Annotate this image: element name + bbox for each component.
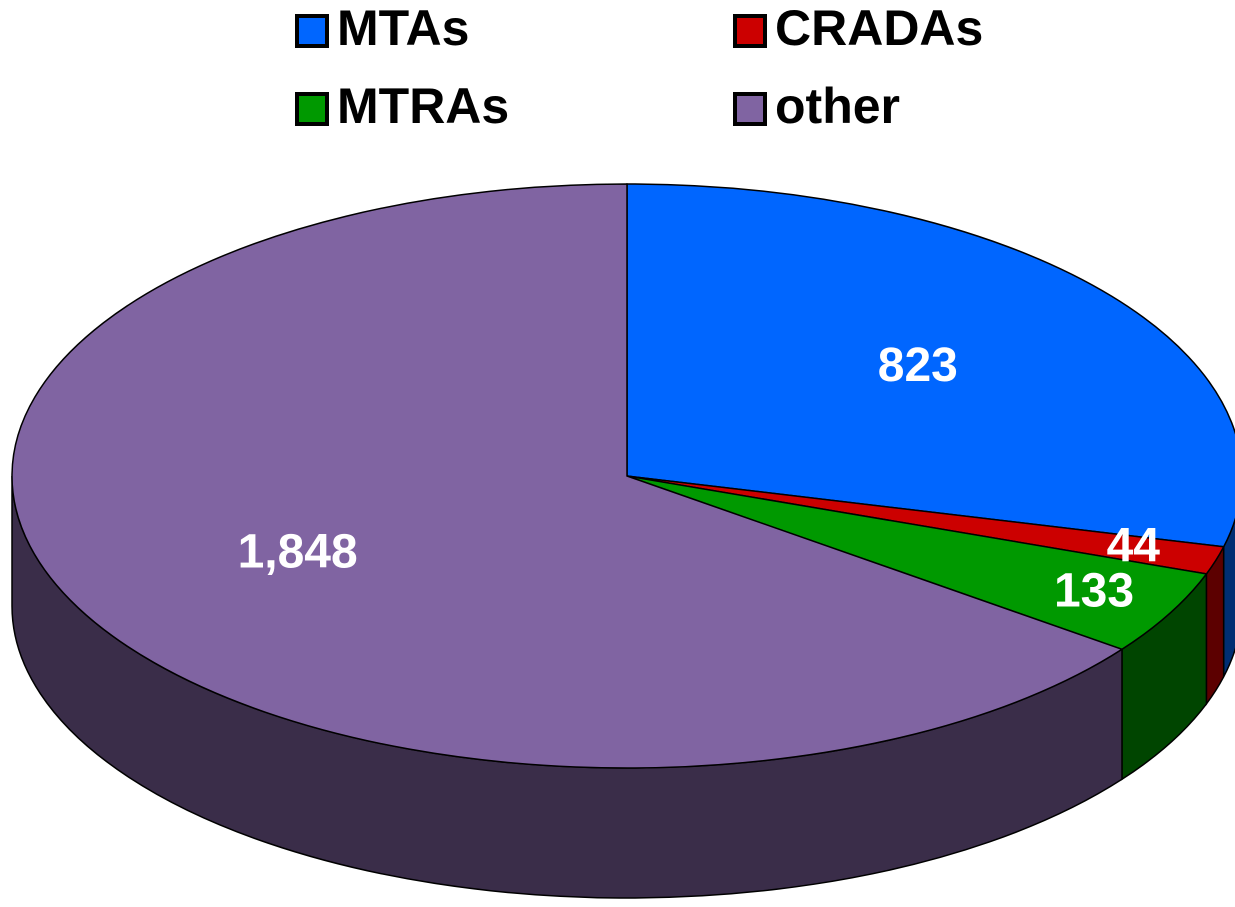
legend-swatch [295, 92, 329, 126]
legend-swatch [295, 14, 329, 48]
legend-label: MTAs [337, 0, 469, 56]
pie-slice [626, 475, 1208, 651]
data-label: 823 [878, 339, 958, 392]
pie-slice [11, 183, 1124, 769]
legend-label: other [775, 78, 900, 134]
data-label: 133 [1054, 565, 1134, 618]
legend-label: CRADAs [775, 0, 983, 56]
legend-label: MTRAs [337, 78, 509, 134]
legend-swatch [733, 92, 767, 126]
data-label: 44 [1107, 519, 1161, 572]
pie-slice [626, 183, 1235, 548]
legend-swatch [733, 14, 767, 48]
data-label: 1,848 [238, 526, 358, 579]
